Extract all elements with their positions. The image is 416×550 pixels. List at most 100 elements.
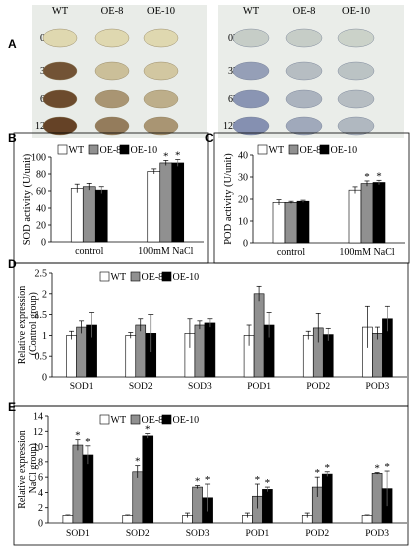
chart-e: 0 2 4 6 8 10 12 14 Relative expression NaCl grou… (17, 412, 407, 539)
legend-label-C-0: WT (269, 145, 285, 156)
x-tick-label-D-2: SOD3 (188, 382, 212, 392)
bar-D-1-1 (135, 324, 147, 378)
legend-swatch-B-1 (88, 144, 99, 155)
leaf-nbt-1-2 (337, 61, 375, 81)
legend-swatch-D-1 (130, 271, 141, 282)
bar-C-1-1 (360, 183, 374, 244)
y-tick-label-B-4: 80 (36, 170, 46, 181)
photo-col-label-0-2: OE-10 (147, 6, 175, 17)
bar-D-2-1 (194, 324, 206, 378)
bar-E-5-0 (361, 515, 373, 524)
legend-label-E-2: OE-10 (173, 415, 200, 426)
x-tick-label-E-2: SOD3 (186, 529, 210, 539)
leaf-dab-2-2 (143, 89, 179, 109)
leaf-dab-0-2 (143, 28, 179, 48)
y-tick-label-D-0: 0 (42, 373, 47, 384)
bar-E-0-1 (72, 444, 84, 524)
significance-star-E-3-2: * (265, 477, 271, 489)
y-axis-label-line1-E: Relative expression (17, 430, 28, 509)
leaf-dab-2-0 (42, 89, 78, 109)
x-tick-label-E-1: SOD2 (126, 529, 150, 539)
significance-star-B-1-1: * (163, 150, 169, 162)
panel-label-e: E (8, 400, 16, 414)
y-tick-label-B-5: 100 (31, 153, 46, 164)
bar-E-0-0 (62, 515, 74, 524)
significance-star-B-1-2: * (175, 150, 181, 162)
y-tick-label-D-3: 1.5 (35, 310, 48, 321)
bar-B-0-0 (70, 188, 84, 243)
x-tick-label-C-1: 100mM NaCl (339, 247, 395, 258)
leaf-dab-3-0 (42, 116, 78, 136)
y-axis-label-line2-D: (Control group) (28, 292, 39, 358)
significance-star-E-0-2: * (85, 436, 91, 448)
bar-E-3-2 (262, 489, 273, 524)
panel-label-a: A (8, 37, 17, 51)
y-axis-label-D: Relative expression (Control group) (17, 286, 39, 365)
leaf-dab-0-0 (42, 28, 78, 48)
significance-star-E-1-2: * (145, 424, 151, 436)
leaf-dab-2-1 (94, 89, 130, 109)
legend-swatch-B-0 (57, 144, 68, 155)
bar-C-1-2 (372, 182, 386, 244)
panel-label-d: D (8, 257, 17, 271)
leaf-nbt-3-0 (232, 116, 270, 136)
x-tick-label-E-0: SOD1 (66, 529, 90, 539)
y-tick-label-C-4: 40 (238, 151, 248, 162)
leaf-nbt-0-0 (232, 28, 270, 48)
y-tick-label-E-0: 0 (38, 519, 43, 530)
photo-col-label-1-2: OE-10 (342, 6, 370, 17)
y-tick-label-E-7: 14 (33, 412, 43, 423)
y-tick-label-D-2: 1 (42, 331, 47, 342)
leaf-nbt-1-0 (232, 61, 270, 81)
legend-swatch-D-2 (161, 271, 172, 282)
legend-label-E-1: OE-8 (142, 415, 164, 426)
x-tick-label-E-3: POD1 (246, 529, 270, 539)
y-tick-label-E-1: 2 (38, 503, 43, 514)
leaf-nbt-3-1 (285, 116, 323, 136)
bar-E-2-1 (192, 486, 203, 524)
y-axis-label-line2-E: NaCl group) (28, 443, 39, 496)
significance-star-E-3-1: * (255, 474, 261, 486)
y-tick-label-B-3: 60 (36, 187, 46, 198)
significance-star-E-0-1: * (75, 430, 81, 442)
significance-star-E-4-1: * (315, 467, 321, 479)
legend-swatch-E-0 (99, 414, 110, 425)
legend-swatch-C-0 (257, 144, 268, 155)
y-tick-label-E-6: 12 (33, 427, 43, 438)
y-tick-label-E-2: 4 (38, 488, 43, 499)
y-tick-label-E-5: 10 (33, 442, 43, 453)
significance-star-E-2-2: * (205, 474, 211, 486)
chart-d: 0 0.5 1 1.5 2 2.5 Relative expression (Control… (17, 269, 407, 392)
bar-E-5-1 (371, 473, 383, 524)
bar-D-4-0 (302, 335, 314, 378)
legend-label-E-0: WT (111, 415, 127, 426)
leaf-nbt-0-1 (285, 28, 323, 48)
y-tick-label-E-3: 6 (38, 473, 43, 484)
legend-swatch-C-2 (319, 144, 330, 155)
legend-swatch-E-2 (161, 414, 172, 425)
chart-c: 0 10 20 30 40 POD activity (U/unit) control * * 1… (223, 144, 405, 258)
y-axis-label-C: POD activity (U/unit) (223, 153, 234, 245)
significance-star-E-2-1: * (195, 476, 201, 488)
leaf-nbt-1-1 (285, 61, 323, 81)
y-tick-label-C-1: 10 (238, 217, 248, 228)
legend-label-C-1: OE-8 (300, 145, 322, 156)
significance-star-E-1-1: * (135, 456, 141, 468)
legend-label-B-1: OE-8 (100, 145, 122, 156)
photo-col-label-0-0: WT (52, 6, 69, 17)
panel-label-b: B (8, 131, 17, 145)
photo-col-label-1-0: WT (243, 6, 260, 17)
photo-col-label-1-1: OE-8 (293, 6, 316, 17)
significance-star-C-1-1: * (364, 171, 370, 183)
y-tick-label-C-3: 30 (238, 173, 248, 184)
leaf-nbt-0-2 (337, 28, 375, 48)
legend-swatch-E-1 (130, 414, 141, 425)
x-tick-label-D-1: SOD2 (129, 382, 153, 392)
leaf-dab-3-1 (94, 116, 130, 136)
bar-E-4-2 (321, 473, 333, 524)
leaf-dab-0-1 (94, 28, 130, 48)
bar-C-0-1 (284, 202, 298, 244)
x-tick-label-E-5: POD3 (365, 529, 389, 539)
y-tick-label-C-2: 20 (238, 195, 248, 206)
